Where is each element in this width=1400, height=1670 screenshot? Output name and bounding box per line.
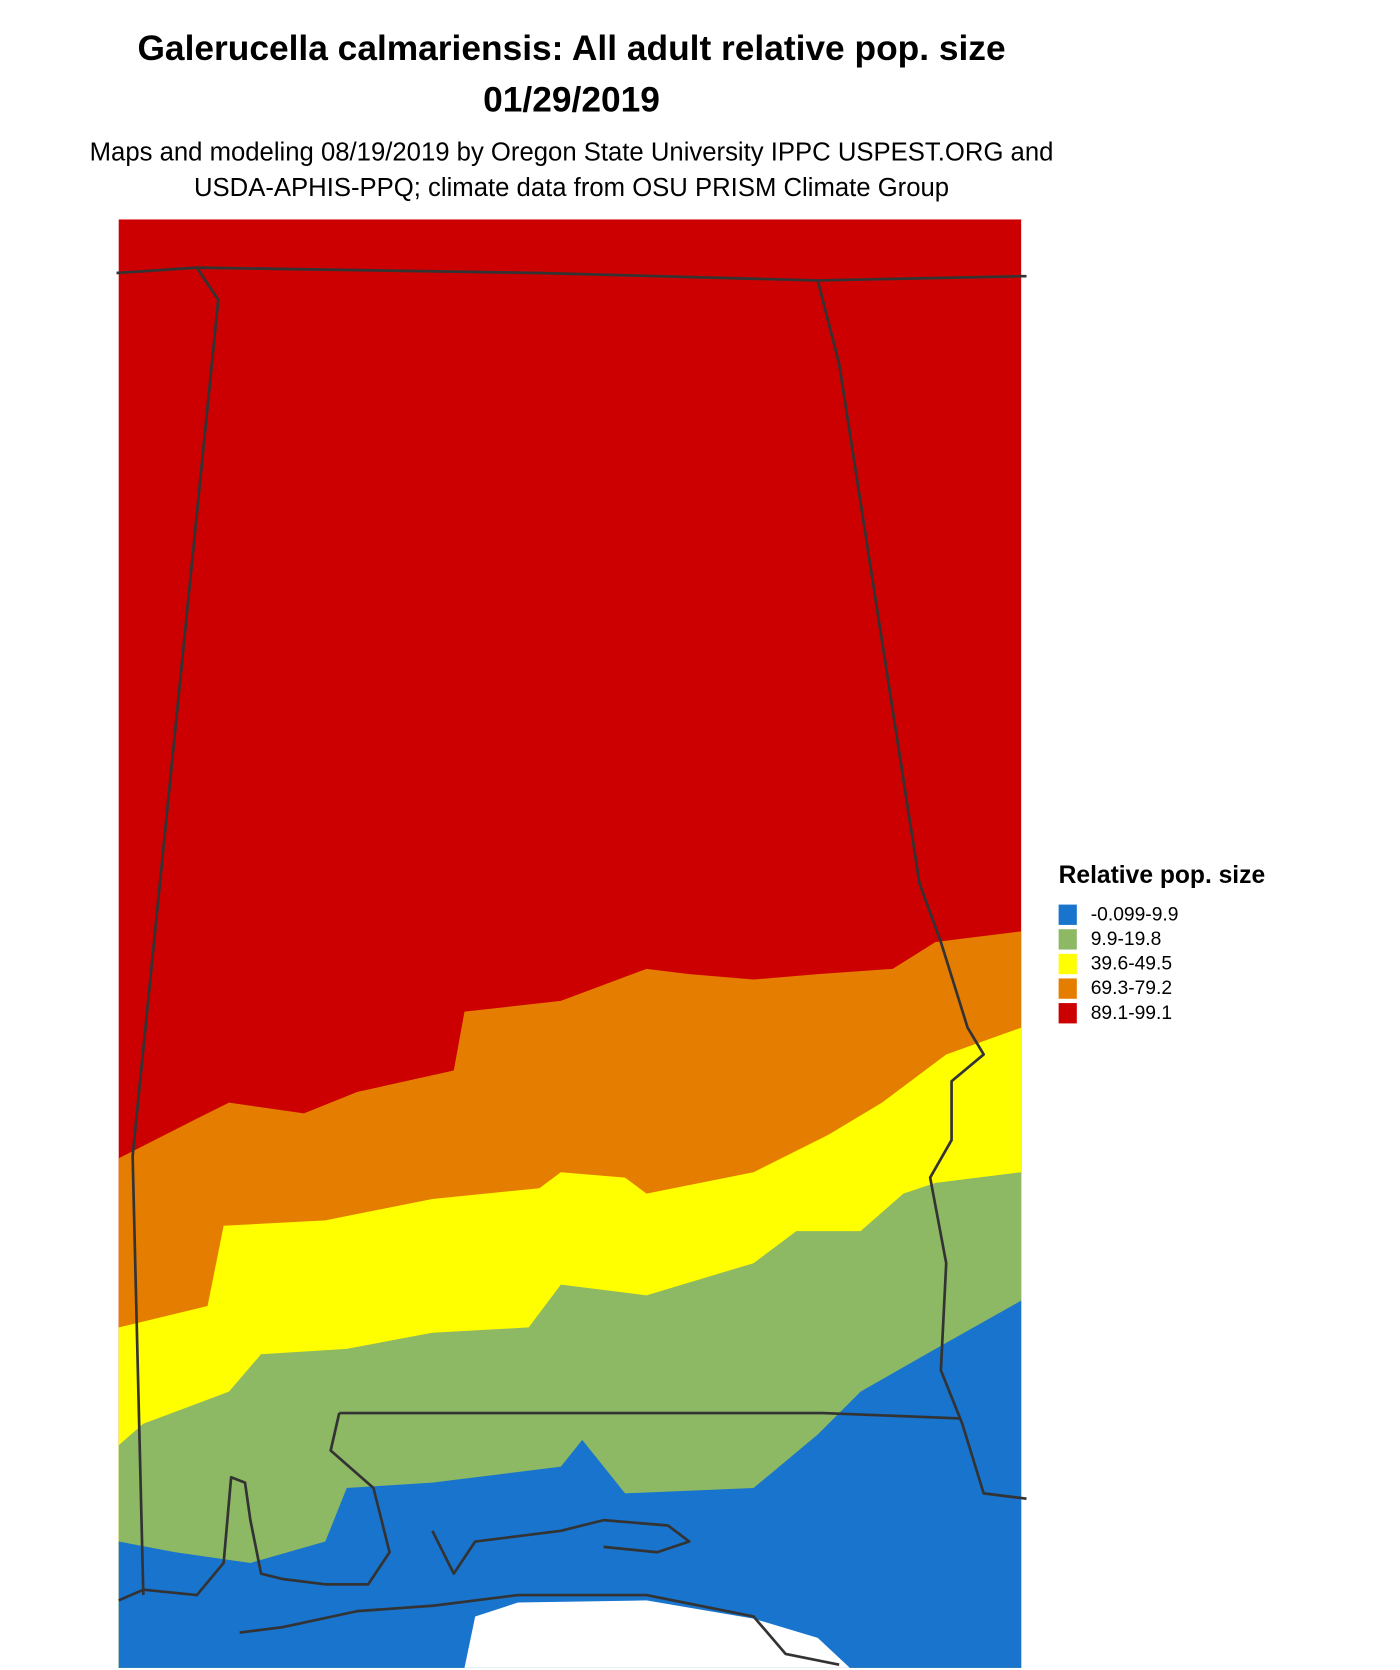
- border: [339, 1411, 961, 1420]
- legend-label: 9.9-19.8: [1091, 929, 1162, 950]
- border: [816, 280, 1027, 1501]
- legend-label: 89.1-99.1: [1091, 1003, 1172, 1024]
- subtitle: Maps and modeling 08/19/2019 by Oregon S…: [90, 139, 1054, 167]
- legend-swatch: [1058, 929, 1077, 950]
- border: [431, 1518, 691, 1575]
- legend: -0.099-9.9 9.9-19.8 39.6-49.5 69.3-79.2 89.1…: [1058, 904, 1179, 1024]
- legend-title: Relative pop. size: [1059, 862, 1266, 889]
- border: [131, 266, 220, 1596]
- date: 01/29/2019: [483, 80, 660, 119]
- border: [116, 266, 1027, 282]
- border: [118, 1412, 391, 1602]
- legend-label: -0.099-9.9: [1091, 904, 1179, 925]
- border: [239, 1593, 840, 1666]
- title: Galerucella calmariensis: All adult rela…: [137, 29, 1005, 68]
- raster-band: [118, 1300, 1022, 1668]
- sea: [464, 1600, 850, 1668]
- legend-swatch: [1058, 953, 1077, 975]
- legend-label: 39.6-49.5: [1091, 954, 1172, 975]
- legend-label: 69.3-79.2: [1091, 978, 1172, 999]
- legend-swatch: [1058, 1003, 1077, 1024]
- borders: [116, 266, 1027, 1666]
- legend-swatch: [1058, 904, 1077, 925]
- legend-swatch: [1058, 978, 1077, 999]
- raster: [118, 219, 1022, 1668]
- subtitle: USDA-APHIS-PPQ; climate data from OSU PR…: [194, 174, 949, 202]
